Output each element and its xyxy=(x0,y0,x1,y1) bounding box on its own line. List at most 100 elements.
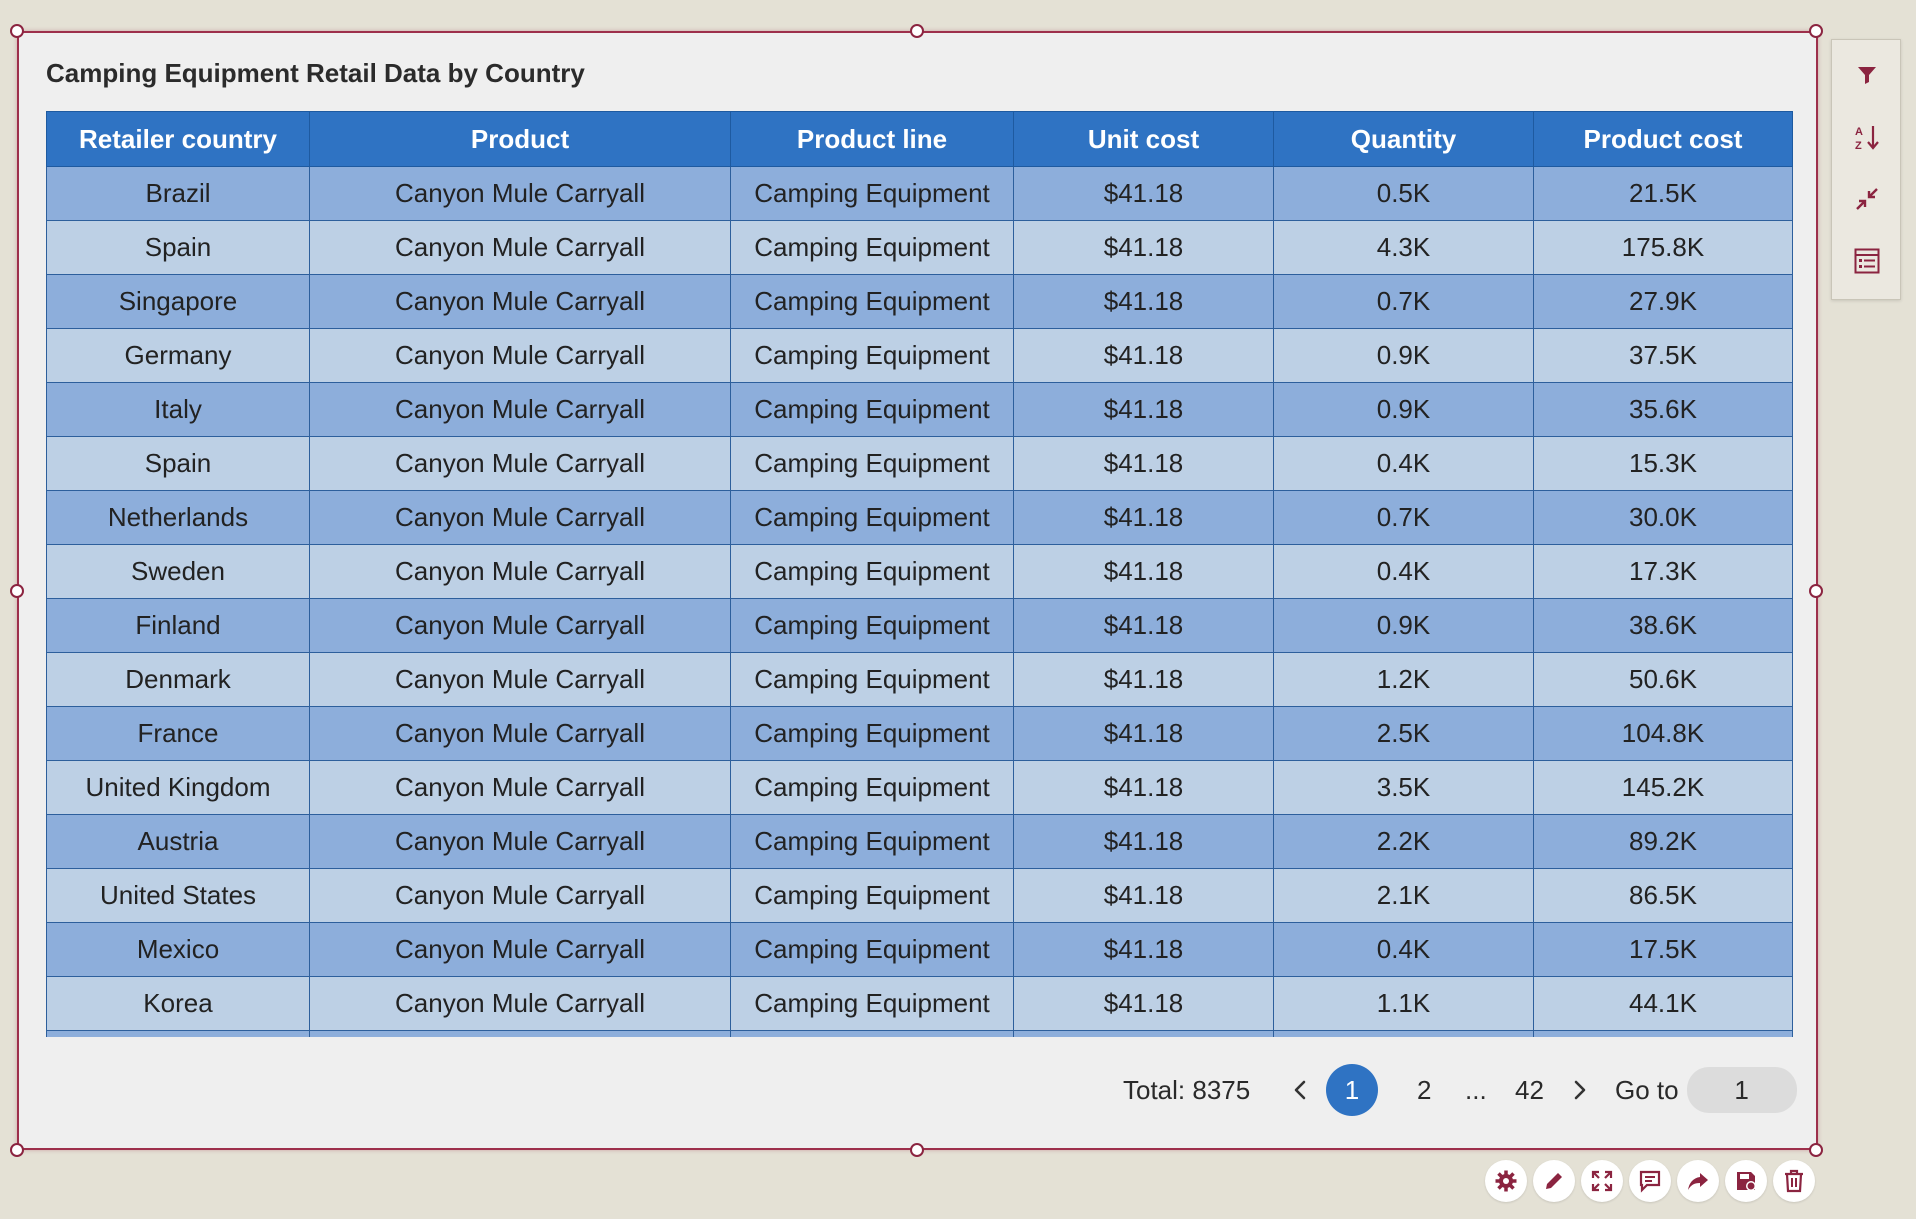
table-cell: Camping Equipment xyxy=(730,166,1014,221)
table-cell: Singapore xyxy=(46,274,310,329)
table-cell: Camping Equipment xyxy=(730,328,1014,383)
column-header[interactable]: Quantity xyxy=(1273,111,1534,167)
prev-page-button[interactable] xyxy=(1291,1064,1311,1116)
resize-handle-top[interactable] xyxy=(910,24,924,38)
table-cell: Denmark xyxy=(46,652,310,707)
table-cell: Canyon Mule Carryall xyxy=(309,976,731,1031)
column-header[interactable]: Product line xyxy=(730,111,1014,167)
sort-icon[interactable]: A Z xyxy=(1852,122,1882,152)
page-1-button[interactable]: 1 xyxy=(1326,1064,1378,1116)
table-cell: 37.5K xyxy=(1533,328,1793,383)
table-cell: $41.18 xyxy=(1013,706,1274,761)
list-icon[interactable] xyxy=(1852,246,1882,276)
table-cell: Spain xyxy=(46,436,310,491)
table-cell: Germany xyxy=(46,328,310,383)
share-button[interactable] xyxy=(1677,1160,1719,1202)
table-cell: 2.5K xyxy=(1273,706,1534,761)
resize-handle-right[interactable] xyxy=(1809,584,1823,598)
resize-handle-top-left[interactable] xyxy=(10,24,24,38)
table-row[interactable]: Spain Canyon Mule Carryall Camping Equipme… xyxy=(46,436,1793,491)
table-cell: 1.2K xyxy=(1273,652,1534,707)
table-row[interactable]: Germany Canyon Mule Carryall Camping Equip… xyxy=(46,328,1793,383)
table-row[interactable]: Austria Canyon Mule Carryall Camping Equip… xyxy=(46,814,1793,869)
column-header[interactable]: Unit cost xyxy=(1013,111,1274,167)
table-cell: $41.18 xyxy=(1013,922,1274,977)
widget-title: Camping Equipment Retail Data by Country xyxy=(46,58,585,88)
table-cell: $41.18 xyxy=(1013,976,1274,1031)
goto-page-input[interactable] xyxy=(1686,1067,1797,1113)
delete-icon xyxy=(1785,1169,1803,1193)
table-cell: Camping Equipment xyxy=(730,436,1014,491)
table-row[interactable]: France Canyon Mule Carryall Camping Equipm… xyxy=(46,706,1793,761)
column-header[interactable]: Product xyxy=(309,111,731,167)
page-42-button[interactable]: 42 xyxy=(1515,1074,1544,1105)
page-2-button[interactable]: 2 xyxy=(1417,1074,1432,1105)
page-ellipsis[interactable]: ... xyxy=(1465,1074,1487,1105)
delete-button[interactable] xyxy=(1773,1160,1815,1202)
table-cell: Canyon Mule Carryall xyxy=(309,814,731,869)
table-cell: Canyon Mule Carryall xyxy=(309,652,731,707)
resize-handle-bottom-right[interactable] xyxy=(1809,1143,1823,1157)
resize-handle-bottom-left[interactable] xyxy=(10,1143,24,1157)
table-cell: 0.9K xyxy=(1273,328,1534,383)
table-cell: 15.3K xyxy=(1533,436,1793,491)
table-cell: Camping Equipment xyxy=(730,382,1014,437)
table-cell: Camping Equipment xyxy=(730,868,1014,923)
table-cell: Camping Equipment xyxy=(730,1030,1014,1037)
table-cell: Camping Equipment xyxy=(730,490,1014,545)
column-header[interactable]: Product cost xyxy=(1533,111,1793,167)
table-cell: Canyon Mule Carryall xyxy=(309,1030,731,1037)
table-row[interactable]: Netherlands Canyon Mule Carryall Camping E… xyxy=(46,490,1793,545)
table-cell: 0.4K xyxy=(1273,922,1534,977)
resize-handle-top-right[interactable] xyxy=(1809,24,1823,38)
table-cell: $41.18 xyxy=(1013,598,1274,653)
table-cell: 0.9K xyxy=(1273,382,1534,437)
table-cell: Canyon Mule Carryall xyxy=(309,760,731,815)
comment-button[interactable] xyxy=(1629,1160,1671,1202)
table-cell: Canyon Mule Carryall xyxy=(309,382,731,437)
table-header-row: Retailer country Product Product line Un… xyxy=(46,111,1793,167)
column-header[interactable]: Retailer country xyxy=(46,111,310,167)
table-cell: Camping Equipment xyxy=(730,760,1014,815)
save-button[interactable] xyxy=(1725,1160,1767,1202)
table-cell: Canyon Mule Carryall xyxy=(309,436,731,491)
table-row[interactable]: Spain Canyon Mule Carryall Camping Equipme… xyxy=(46,220,1793,275)
filter-icon[interactable] xyxy=(1852,60,1882,90)
table-row[interactable]: United States Canyon Mule Carryall Camping… xyxy=(46,868,1793,923)
table-cell: 21.5K xyxy=(1533,166,1793,221)
table-row[interactable]: Brazil Canyon Mule Carryall Camping Equipm… xyxy=(46,166,1793,221)
table-cell: 86.5K xyxy=(1533,868,1793,923)
table-row[interactable]: Sweden Canyon Mule Carryall Camping Equipm… xyxy=(46,544,1793,599)
comment-icon xyxy=(1639,1170,1661,1193)
next-page-button[interactable] xyxy=(1569,1064,1589,1116)
table-row[interactable]: Denmark Canyon Mule Carryall Camping Equip… xyxy=(46,652,1793,707)
table-cell: United States xyxy=(46,868,310,923)
table-cell: 40.9K xyxy=(1533,1030,1793,1037)
table-cell: 1.0K xyxy=(1273,1030,1534,1037)
table-cell: Singapore xyxy=(46,1030,310,1037)
table-widget[interactable]: Camping Equipment Retail Data by Country… xyxy=(10,24,1823,1157)
resize-handle-left[interactable] xyxy=(10,584,24,598)
table-cell: Camping Equipment xyxy=(730,220,1014,275)
table-row[interactable]: Finland Canyon Mule Carryall Camping Equip… xyxy=(46,598,1793,653)
chevron-right-icon xyxy=(1574,1080,1586,1100)
table-cell: $41.18 xyxy=(1013,328,1274,383)
table-row[interactable]: United Kingdom Canyon Mule Carryall Campin… xyxy=(46,760,1793,815)
resize-handle-bottom[interactable] xyxy=(910,1143,924,1157)
fullscreen-button[interactable] xyxy=(1581,1160,1623,1202)
table-cell: Korea xyxy=(46,976,310,1031)
edit-button[interactable] xyxy=(1533,1160,1575,1202)
data-table: Retailer country Product Product line Un… xyxy=(46,111,1793,1037)
settings-button[interactable] xyxy=(1485,1160,1527,1202)
table-row[interactable]: Italy Canyon Mule Carryall Camping Equipme… xyxy=(46,382,1793,437)
pagination: Total: 8375 xyxy=(1123,1064,1250,1116)
table-cell: Canyon Mule Carryall xyxy=(309,166,731,221)
table-viewport[interactable]: Retailer country Product Product line Un… xyxy=(19,33,1816,1037)
table-cell: 50.6K xyxy=(1533,652,1793,707)
table-row[interactable]: Mexico Canyon Mule Carryall Camping Equipm… xyxy=(46,922,1793,977)
collapse-icon[interactable] xyxy=(1852,184,1882,214)
table-row[interactable]: Korea Canyon Mule Carryall Camping Equipme… xyxy=(46,976,1793,1031)
table-cell: Canyon Mule Carryall xyxy=(309,544,731,599)
